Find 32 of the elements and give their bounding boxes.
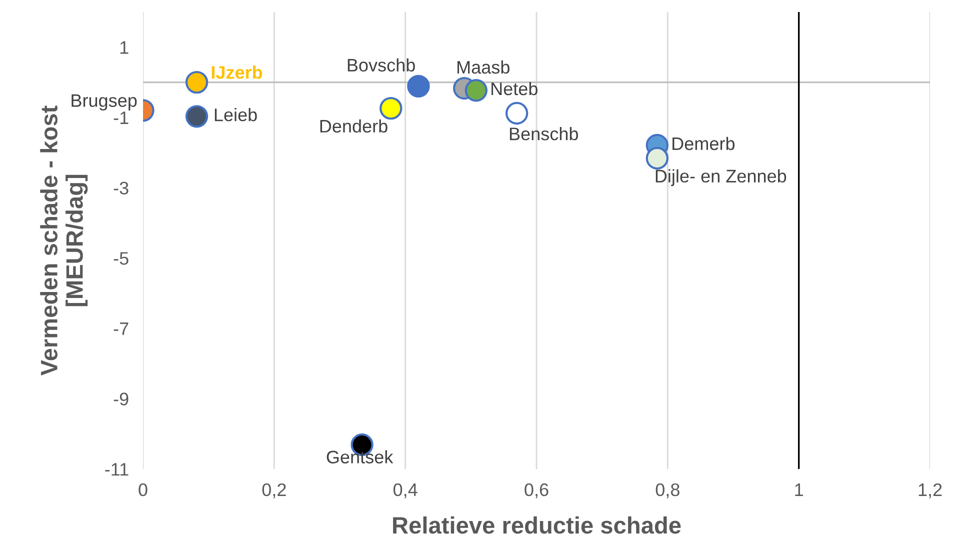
point bbox=[464, 79, 488, 102]
series-label: Denderb bbox=[320, 119, 388, 133]
point bbox=[185, 70, 208, 94]
y-tick-label: -11 bbox=[105, 463, 128, 476]
point bbox=[185, 105, 208, 128]
series-label: Bovschb bbox=[348, 58, 415, 72]
x-tick-label: 0,8 bbox=[656, 483, 680, 498]
series-label: IJzerb bbox=[212, 66, 262, 79]
y-tick-label: -5 bbox=[114, 252, 128, 265]
series-label: Demerb bbox=[672, 136, 735, 150]
x-tick-label: 0,2 bbox=[262, 483, 286, 498]
x-tick-label: 1,2 bbox=[918, 483, 942, 498]
y-tick-label: -7 bbox=[114, 322, 128, 335]
x-tick-label: 0,6 bbox=[524, 483, 548, 498]
x-tick-label: 1 bbox=[795, 484, 803, 496]
x-tick-label: 0 bbox=[138, 483, 148, 496]
point bbox=[407, 74, 430, 98]
point bbox=[505, 102, 528, 125]
series-label: Dijle- en Zenneb bbox=[656, 169, 786, 186]
y-tick-label: -3 bbox=[114, 182, 128, 194]
point bbox=[646, 146, 669, 170]
y-tick-label: -1 bbox=[114, 112, 128, 124]
x-axis-title: Relatieve reductie schade bbox=[393, 516, 681, 534]
point bbox=[380, 96, 402, 120]
y-tick-label: -9 bbox=[114, 392, 128, 406]
x-tick-label: 0,4 bbox=[393, 483, 418, 498]
y-tick-label: 1 bbox=[120, 41, 128, 54]
series-label: Leieb bbox=[214, 108, 257, 122]
series-label: Benschb bbox=[510, 127, 578, 140]
series-label: Neteb bbox=[492, 82, 538, 96]
series-label: Maasb bbox=[458, 60, 510, 74]
series-label: Gentsek bbox=[326, 450, 394, 464]
